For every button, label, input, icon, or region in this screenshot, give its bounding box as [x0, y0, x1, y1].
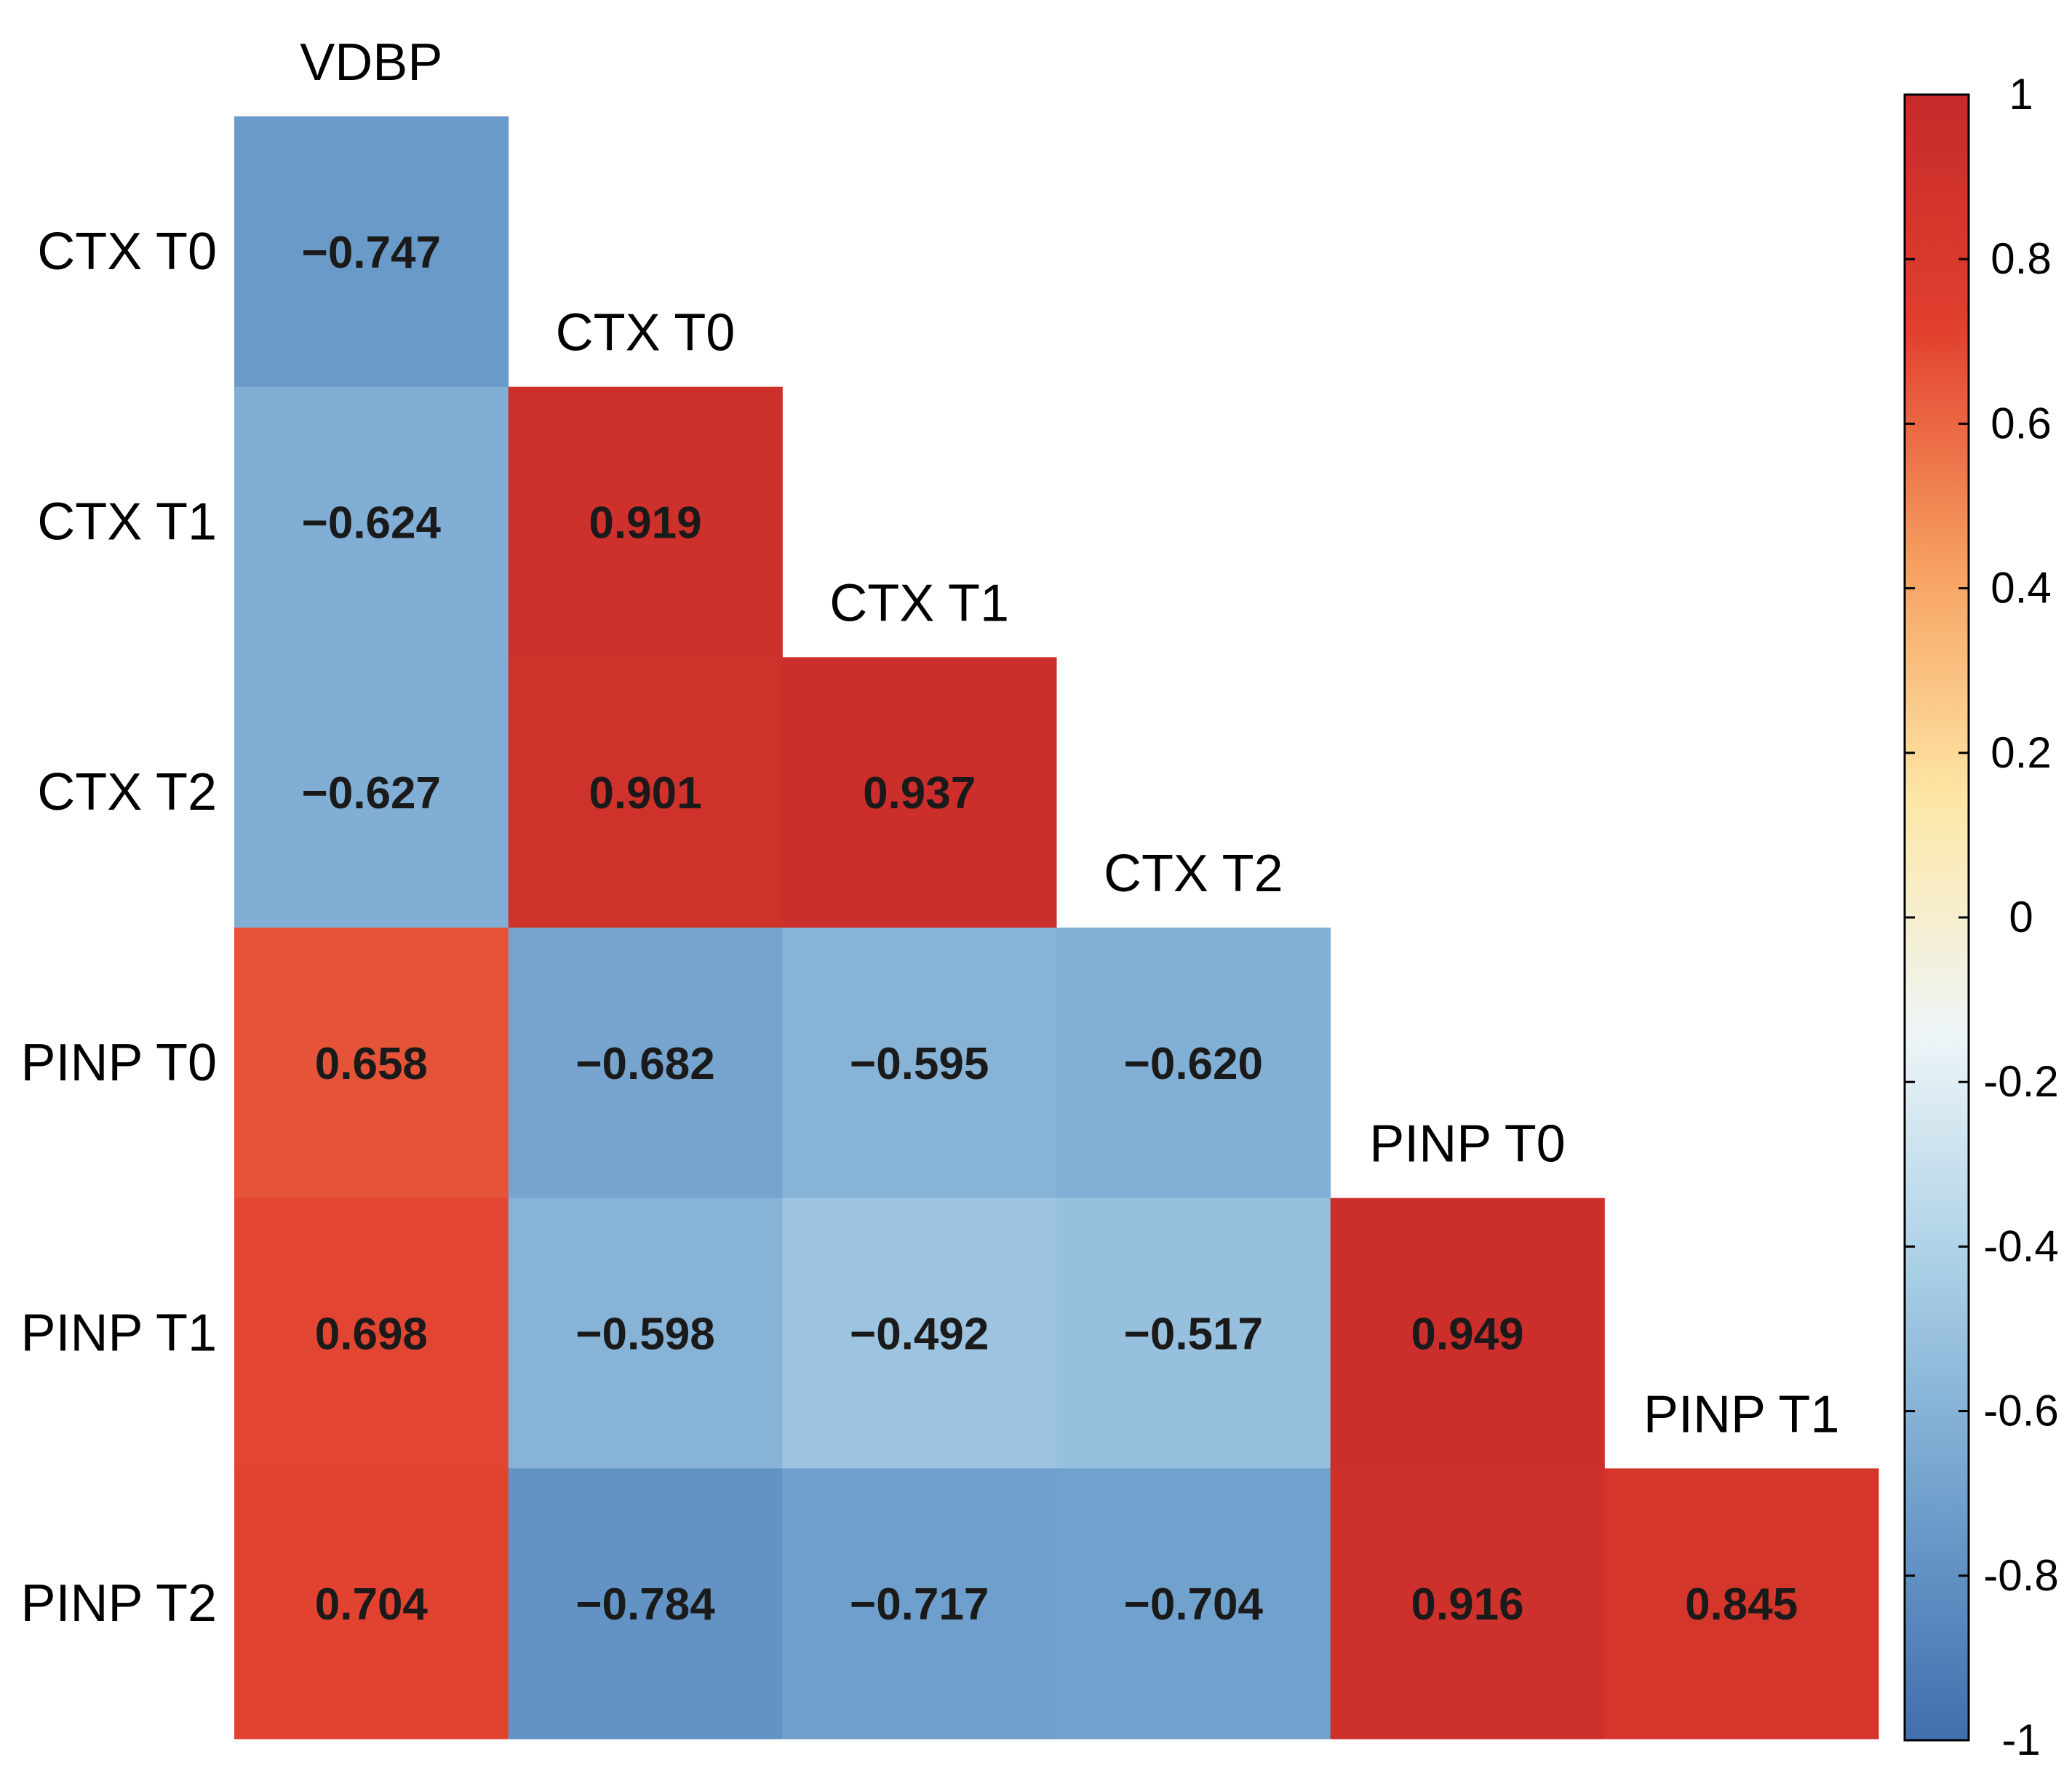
column-labels: VDBP CTX T0 CTX T1 CTX T2 PINP T0 PINP T1 [300, 33, 1839, 1443]
cell-value-label: 0.949 [1411, 1310, 1523, 1360]
heatmap-cell [1056, 1468, 1331, 1740]
cell-value-label: −0.492 [850, 1310, 989, 1360]
cell-value-label: 0.698 [315, 1310, 428, 1360]
row-label: PINP T1 [21, 1304, 217, 1363]
heatmap-cell [234, 1198, 509, 1469]
row-label: PINP T2 [21, 1574, 217, 1633]
heatmap-cell [508, 657, 783, 928]
colorbar-tick-label: 0.4 [1991, 564, 2051, 613]
column-label: CTX T2 [1104, 845, 1283, 903]
colorbar: 1 0.8 0.6 0.4 0.2 0 -0.2 -0.4 -0.6 -0.8 -1 [1903, 70, 2059, 1764]
cell-value-label: −0.682 [575, 1039, 714, 1089]
column-label: VDBP [300, 33, 442, 92]
colorbar-tick-label: 0.2 [1991, 728, 2051, 777]
heatmap-cell [508, 1468, 783, 1740]
colorbar-tick-label: -0.2 [1983, 1057, 2058, 1106]
colorbar-tick-label: 1 [2009, 70, 2033, 119]
row-labels: CTX T0 CTX T1 CTX T2 PINP T0 PINP T1 PINP T2 [21, 223, 217, 1633]
heatmap-cell [234, 1468, 509, 1740]
cell-value-label: 0.658 [315, 1039, 428, 1089]
cell-value-label: −0.620 [1124, 1039, 1263, 1089]
cell-value-label: −0.704 [1124, 1579, 1264, 1630]
heatmap-cell [1604, 1468, 1879, 1740]
heatmap-cell [234, 928, 509, 1199]
heatmap-cell [508, 1198, 783, 1469]
column-label: CTX T0 [556, 304, 736, 362]
heatmap-cell [782, 1198, 1057, 1469]
colorbar-tick-label: -0.6 [1983, 1387, 2058, 1435]
heatmap-cell [782, 928, 1057, 1199]
heatmap-cell [782, 657, 1057, 928]
cell-value-label: −0.784 [575, 1579, 715, 1630]
heatmap-cell [508, 386, 783, 658]
column-label: PINP T0 [1369, 1115, 1565, 1174]
colorbar-tick-label: 0 [2009, 893, 2033, 941]
heatmap-cell [1056, 1198, 1331, 1469]
heatmap-cell [234, 657, 509, 928]
cell-value-label: −0.595 [850, 1039, 989, 1089]
cell-value-label: −0.598 [575, 1310, 714, 1360]
cell-value-label: 0.901 [589, 768, 701, 818]
heatmap-cell [782, 1468, 1057, 1740]
heatmap-cell [234, 116, 509, 388]
column-label: PINP T1 [1643, 1385, 1839, 1443]
cell-value-label: 0.937 [863, 768, 976, 818]
row-label: PINP T0 [21, 1034, 217, 1092]
cell-value-label: −0.717 [850, 1579, 989, 1630]
heatmap-cell [1330, 1198, 1605, 1469]
heatmap-cell [234, 386, 509, 658]
column-label: CTX T1 [829, 574, 1009, 632]
row-label: CTX T1 [37, 493, 217, 551]
cell-value-label: −0.627 [302, 768, 441, 818]
row-label: CTX T2 [37, 763, 217, 821]
colorbar-tick-label: 0.8 [1991, 234, 2051, 283]
cell-value-label: 0.916 [1411, 1579, 1523, 1630]
heatmap-cell [508, 928, 783, 1199]
heatmap-cell [1056, 928, 1331, 1199]
colorbar-tick-label: -1 [2001, 1716, 2040, 1764]
colorbar-tick-label: -0.4 [1983, 1222, 2058, 1270]
heatmap-cells: −0.747 −0.624 0.919 −0.627 0.901 0.937 0.658 −0… [234, 116, 1879, 1740]
cell-value-label: 0.704 [315, 1579, 429, 1630]
colorbar-tick-label: -0.8 [1983, 1551, 2058, 1600]
cell-value-label: 0.919 [589, 498, 701, 549]
colorbar-tick-label: 0.6 [1991, 399, 2051, 447]
row-label: CTX T0 [37, 223, 217, 281]
cell-value-label: −0.747 [302, 228, 441, 278]
cell-value-label: −0.624 [302, 498, 442, 549]
cell-value-label: −0.517 [1124, 1310, 1263, 1360]
heatmap-cell [1330, 1468, 1605, 1740]
cell-value-label: 0.845 [1685, 1579, 1798, 1630]
